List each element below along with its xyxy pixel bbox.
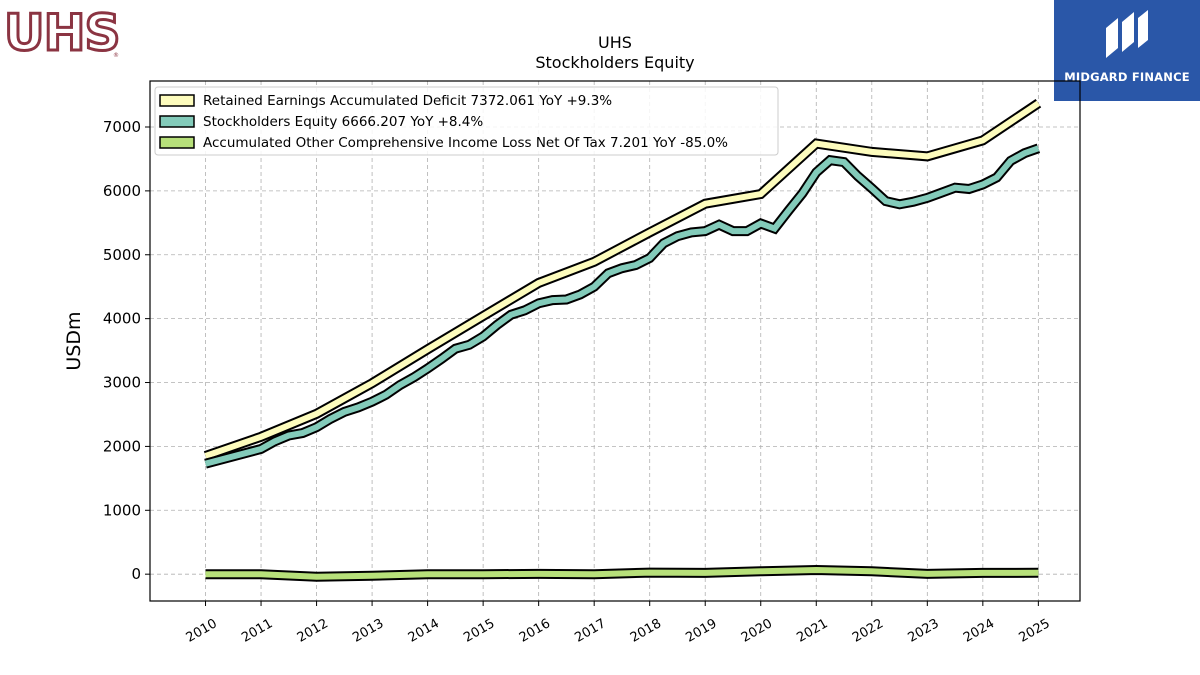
plot-frame (149, 80, 1081, 602)
series-line-1 (204, 100, 1041, 459)
y-tick-label: 0 (131, 565, 141, 583)
x-tick-label: 2014 (406, 616, 442, 646)
legend-swatch-1 (159, 94, 195, 107)
y-tick-label: 2000 (103, 437, 141, 455)
y-axis-label: USDm (63, 311, 85, 370)
x-axis: 2010 2011 2012 2013 2014 2015 2016 2017 2018 2019… (184, 601, 1053, 646)
y-tick-label: 1000 (103, 501, 141, 519)
x-tick-label: 2022 (850, 616, 886, 646)
x-tick-label: 2023 (905, 616, 941, 646)
uhs-logo-graphic: UHS ® (3, 3, 122, 64)
x-tick-label: 2015 (461, 616, 497, 646)
x-tick-label: 2016 (517, 616, 553, 646)
uhs-logo: UHS ® (0, 0, 130, 64)
x-tick-label: 2013 (350, 616, 386, 646)
y-tick-label: 6000 (103, 182, 141, 200)
legend-box (154, 86, 779, 156)
series-line-2 (204, 145, 1040, 467)
y-tick-label: 5000 (103, 246, 141, 264)
legend-swatch-3 (159, 136, 195, 149)
uhs-logo-text: UHS (4, 4, 119, 62)
chart-subtitle: Stockholders Equity (535, 53, 694, 72)
logo-bar-1 (1106, 18, 1118, 58)
x-tick-label: 2019 (683, 616, 719, 646)
x-tick-label: 2010 (184, 616, 220, 646)
x-tick-label: 2024 (961, 616, 997, 646)
registered-mark: ® (113, 52, 119, 59)
logo-bar-3 (1138, 10, 1148, 48)
x-tick-label: 2020 (739, 616, 775, 646)
midgard-logo-mark (1106, 10, 1148, 58)
x-tick-label: 2017 (572, 616, 608, 646)
grid-lines (150, 81, 1080, 601)
x-tick-label: 2021 (794, 616, 830, 646)
midgard-finance-logo: MIDGARD FINANCE (1054, 0, 1200, 101)
chart-title: UHS (598, 33, 632, 52)
y-tick-label: 7000 (103, 118, 141, 136)
y-axis: 0 1000 2000 3000 4000 5000 6000 7000 (103, 118, 150, 583)
legend-label-1: Retained Earnings Accumulated Deficit 73… (203, 93, 612, 109)
midgard-logo-text: MIDGARD FINANCE (1064, 70, 1190, 84)
legend-swatch-2 (159, 115, 195, 128)
y-tick-label: 3000 (103, 374, 141, 392)
x-tick-label: 2012 (295, 616, 331, 646)
x-tick-label: 2025 (1017, 616, 1053, 646)
logo-bar-2 (1122, 12, 1134, 52)
legend: Retained Earnings Accumulated Deficit 73… (154, 86, 779, 156)
legend-label-3: Accumulated Other Comprehensive Income L… (203, 135, 728, 151)
legend-label-2: Stockholders Equity 6666.207 YoY +8.4% (203, 114, 483, 130)
series-layer (203, 99, 1042, 582)
x-tick-label: 2011 (239, 616, 275, 646)
y-tick-label: 4000 (103, 310, 141, 328)
series-line-3 (205, 566, 1039, 580)
x-tick-label: 2018 (628, 616, 664, 646)
